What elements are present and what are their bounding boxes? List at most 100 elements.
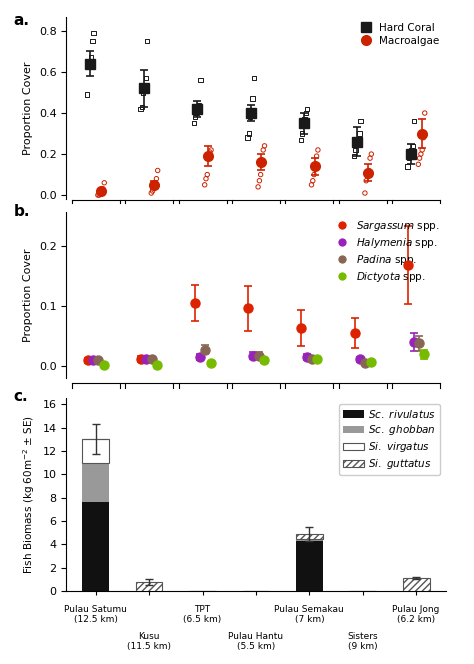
Point	[90, 28, 97, 39]
Point	[149, 186, 156, 197]
Text: Pulau Satumu
(12.5 km): Pulau Satumu (12.5 km)	[64, 605, 127, 624]
Point	[203, 169, 211, 180]
Point	[417, 149, 425, 159]
Point	[410, 116, 418, 127]
Y-axis label: Fish Biomass (kg 60m$^{-2}$ ± SE): Fish Biomass (kg 60m$^{-2}$ ± SE)	[21, 415, 37, 574]
Bar	[82, 502, 109, 591]
Point	[259, 145, 267, 155]
Text: Sisters
(9 km): Sisters (9 km)	[347, 632, 378, 651]
Point	[366, 153, 374, 163]
Point	[83, 89, 91, 100]
Text: b.: b.	[13, 205, 30, 219]
Point	[363, 175, 370, 186]
Point	[409, 141, 417, 151]
Point	[361, 188, 369, 199]
Point	[247, 108, 255, 118]
Point	[151, 177, 159, 188]
Point	[258, 157, 266, 167]
Y-axis label: Proportion Cover: Proportion Cover	[23, 249, 33, 342]
Point	[154, 165, 162, 176]
Bar	[296, 535, 323, 539]
Point	[416, 153, 423, 163]
Bar	[296, 540, 323, 591]
Point	[354, 134, 362, 145]
Point	[352, 145, 359, 155]
Point	[191, 112, 199, 122]
Point	[406, 151, 414, 161]
Point	[98, 186, 106, 197]
Legend: $\it{Sc.}$ $\it{rivulatus}$, $\it{Sc.}$ $\it{ghobban}$, $\it{Si.}$ $\it{virgatus: $\it{Sc.}$ $\it{rivulatus}$, $\it{Sc.}$ …	[339, 404, 440, 475]
Point	[85, 58, 92, 69]
Point	[142, 73, 149, 84]
Bar	[82, 463, 109, 502]
Point	[365, 165, 373, 176]
Point	[408, 145, 415, 155]
Point	[300, 120, 307, 131]
Point	[97, 188, 104, 199]
Point	[86, 56, 93, 67]
Point	[301, 114, 309, 124]
Point	[99, 184, 107, 195]
Point	[246, 112, 254, 122]
Point	[202, 173, 210, 184]
Point	[201, 179, 209, 190]
Point	[364, 169, 371, 180]
Point	[207, 145, 215, 155]
Point	[404, 161, 411, 172]
Text: Pulau Jong
(6.2 km): Pulau Jong (6.2 km)	[392, 605, 440, 624]
Point	[303, 104, 311, 114]
Point	[309, 175, 317, 186]
Point	[261, 141, 268, 151]
Legend: $\it{Sargassum}$ spp., $\it{Halymenia}$ spp., $\it{Padina}$ spp., $\it{Dictyota}: $\it{Sargassum}$ spp., $\it{Halymenia}$ …	[330, 218, 440, 285]
Point	[139, 87, 147, 98]
Bar	[136, 582, 163, 591]
Point	[150, 181, 158, 192]
Point	[313, 151, 320, 161]
Text: c.: c.	[13, 389, 28, 404]
Point	[137, 104, 145, 114]
Point	[245, 128, 253, 139]
Point	[421, 108, 428, 118]
Point	[138, 102, 146, 112]
Point	[193, 108, 201, 118]
Point	[357, 116, 365, 127]
Bar	[82, 440, 109, 463]
Text: a.: a.	[13, 13, 29, 28]
Point	[89, 36, 96, 46]
Point	[205, 151, 212, 161]
Point	[419, 132, 427, 143]
Point	[297, 134, 305, 145]
Point	[206, 147, 214, 157]
Point	[308, 179, 315, 190]
Text: TPT
(6.5 km): TPT (6.5 km)	[183, 605, 222, 624]
Point	[350, 151, 358, 161]
Point	[143, 36, 151, 46]
Point	[95, 190, 103, 201]
Point	[190, 118, 198, 129]
Legend: Hard Coral, Macroalgae: Hard Coral, Macroalgae	[354, 22, 440, 47]
Point	[257, 169, 264, 180]
Point	[197, 75, 204, 86]
Point	[415, 159, 422, 169]
Bar	[296, 539, 323, 540]
Text: Pulau Semakau
(7 km): Pulau Semakau (7 km)	[274, 605, 344, 624]
Point	[302, 108, 310, 118]
Point	[153, 173, 160, 184]
Text: Kusu
(11.5 km): Kusu (11.5 km)	[127, 632, 171, 651]
Point	[353, 139, 361, 149]
Point	[405, 153, 413, 163]
Point	[298, 128, 306, 139]
Point	[314, 145, 322, 155]
Point	[194, 104, 201, 114]
Bar	[403, 578, 429, 591]
Point	[141, 81, 148, 92]
Point	[244, 132, 251, 143]
Point	[310, 169, 318, 180]
Point	[356, 128, 363, 139]
Point	[87, 52, 95, 63]
Point	[311, 161, 319, 172]
Point	[100, 177, 108, 188]
Point	[147, 188, 155, 199]
Point	[367, 149, 375, 159]
Point	[255, 175, 263, 186]
